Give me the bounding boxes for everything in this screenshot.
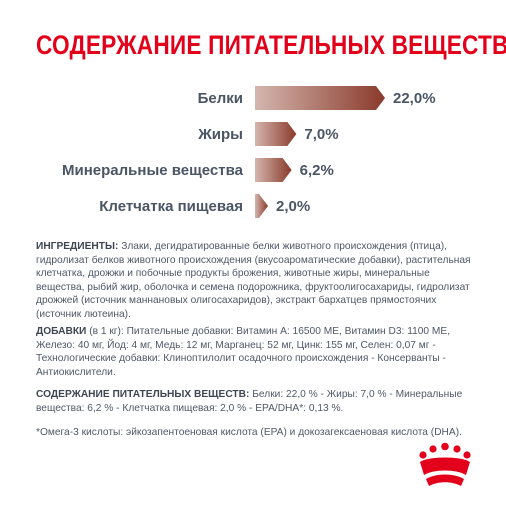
footnote: *Омега-3 кислоты: эйкозапентоеновая кисл… bbox=[36, 427, 462, 438]
value-label-2: 6,2% bbox=[300, 162, 334, 179]
analysis-paragraph: СОДЕРЖАНИЕ ПИТАТЕЛЬНЫХ ВЕЩЕСТВ: Белки: 2… bbox=[36, 388, 476, 415]
additives-paragraph: ДОБАВКИ (в 1 кг): Питательные добавки: В… bbox=[36, 325, 476, 379]
additives-text: (в 1 кг): Питательные добавки: Витамин А… bbox=[36, 326, 451, 378]
ingredients-heading: ИНГРЕДИЕНТЫ: bbox=[36, 241, 119, 252]
category-label-2: Минеральные вещества bbox=[62, 162, 244, 179]
value-label-3: 2,0% bbox=[276, 198, 310, 215]
category-label-0: Белки bbox=[198, 90, 243, 107]
royal-canin-crown-icon bbox=[419, 442, 471, 486]
analysis-text: Белки: 22,0 % - Жиры: 7,0 % - Минеральны… bbox=[36, 389, 463, 414]
value-label-1: 7,0% bbox=[304, 126, 338, 143]
bar-2 bbox=[255, 158, 292, 182]
category-label-3: Клетчатка пищевая bbox=[99, 198, 243, 215]
analysis-heading: СОДЕРЖАНИЕ ПИТАТЕЛЬНЫХ ВЕЩЕСТВ: bbox=[36, 389, 250, 400]
value-label-0: 22,0% bbox=[393, 90, 436, 107]
additives-heading: ДОБАВКИ bbox=[36, 326, 87, 337]
page-title: СОДЕРЖАНИЕ ПИТАТЕЛЬНЫХ ВЕЩЕСТВ bbox=[36, 30, 506, 60]
bar-1 bbox=[255, 122, 297, 146]
ingredients-text: Злаки, дегидратированные белки животного… bbox=[36, 241, 471, 320]
category-label-1: Жиры bbox=[197, 126, 243, 143]
ingredients-paragraph: ИНГРЕДИЕНТЫ: Злаки, дегидратированные бе… bbox=[36, 240, 476, 322]
bar-3 bbox=[255, 194, 268, 218]
bar-0 bbox=[255, 86, 385, 110]
nutrient-bar-chart: Белки 22,0% Жиры 7,0% Минеральные вещества 6,… bbox=[62, 86, 436, 218]
